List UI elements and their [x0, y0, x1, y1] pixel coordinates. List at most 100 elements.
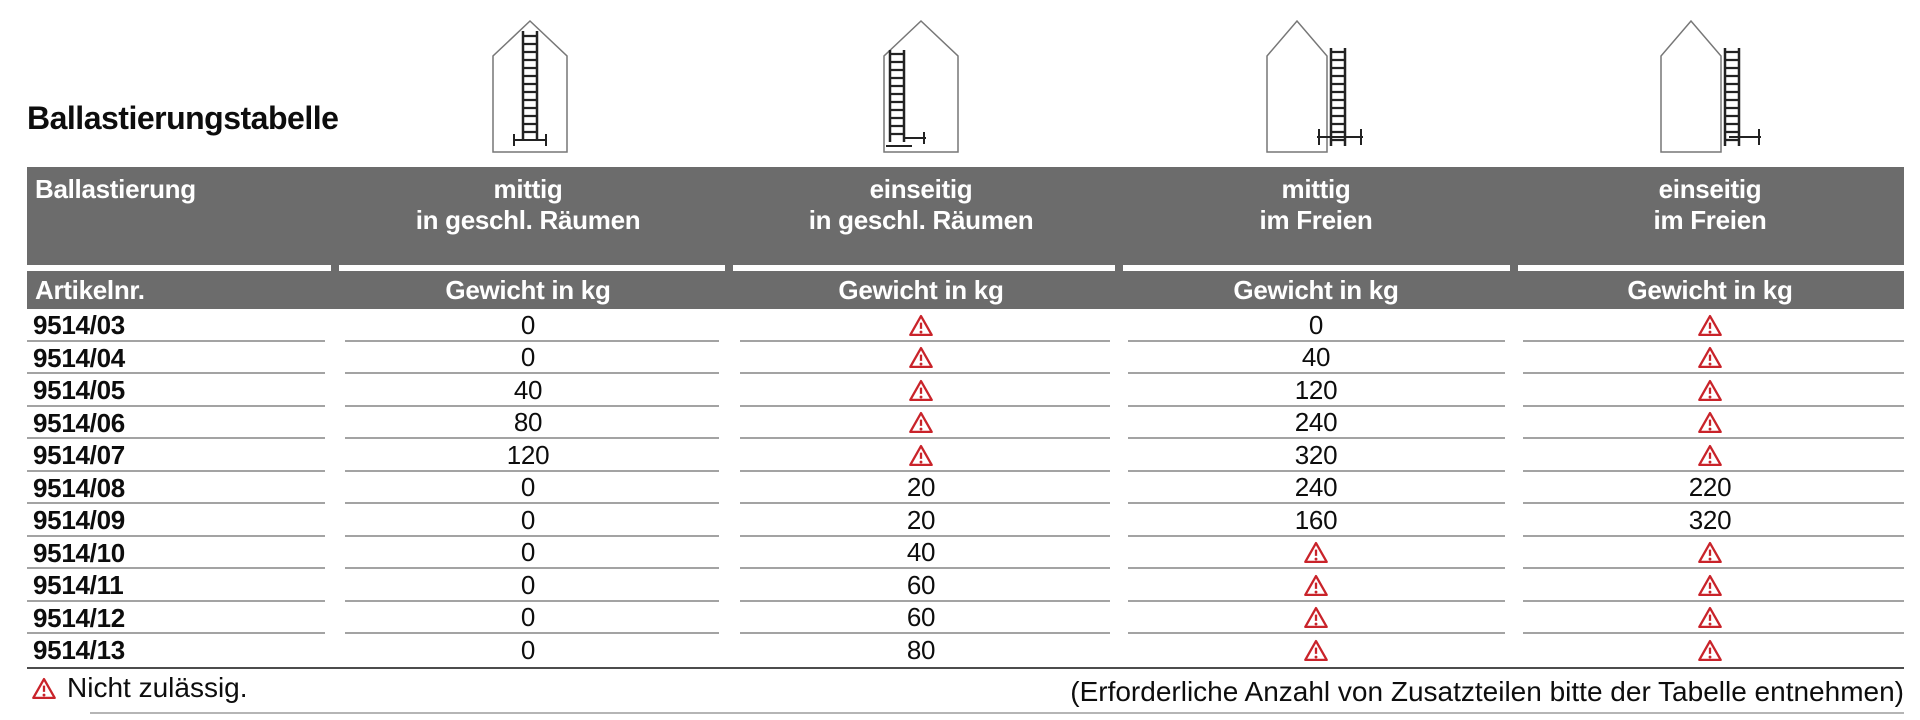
row-separator — [1523, 469, 1904, 472]
table-body: 9514/03 0 0 9514/04 0 40 9514/05 40 120 951… — [27, 309, 1904, 669]
row-separator — [740, 502, 1110, 504]
row-separator — [1128, 534, 1505, 537]
weight-value-cell: 220 — [1688, 472, 1732, 503]
weight-value-cell: 0 — [520, 309, 536, 340]
warning-icon — [909, 412, 933, 434]
row-separator — [1523, 339, 1904, 342]
weight-value-cell — [1520, 374, 1900, 407]
weight-value-cell: 0 — [520, 569, 536, 600]
warning-icon — [32, 677, 56, 699]
row-separator — [27, 469, 325, 472]
row-separator — [1523, 599, 1904, 602]
warning-icon — [1698, 639, 1722, 661]
row-separator — [1523, 502, 1904, 504]
column-header-einseitig-freien: einseitig im Freien — [1490, 174, 1920, 236]
row-separator — [27, 372, 325, 374]
house-ladder-centered-indoor-icon — [492, 19, 568, 153]
column-header-line1: einseitig — [869, 174, 973, 204]
weight-value-cell: 120 — [506, 439, 550, 470]
row-separator — [1523, 404, 1904, 407]
weight-value-cell — [1126, 634, 1506, 667]
column-header-line2: in geschl. Räumen — [808, 205, 1034, 235]
table-row: 9514/08 0 20 240 220 — [27, 472, 1904, 504]
article-number: 9514/05 — [33, 375, 125, 405]
warning-icon — [1304, 542, 1328, 564]
legend-text: Nicht zulässig. — [67, 672, 248, 703]
row-separator — [345, 437, 719, 439]
row-separator — [1523, 632, 1904, 634]
row-separator — [27, 437, 325, 439]
table-row: 9514/09 0 20 160 320 — [27, 504, 1904, 537]
row-separator — [27, 567, 325, 569]
table-row: 9514/03 0 0 — [27, 309, 1904, 342]
weight-value-cell — [1520, 407, 1900, 440]
weight-header: Gewicht in kg — [445, 275, 611, 305]
weight-value-cell — [1126, 537, 1506, 570]
article-number: 9514/06 — [33, 407, 125, 438]
row-separator — [1128, 599, 1505, 602]
weight-value-cell: 240 — [1294, 472, 1338, 503]
weight-value-cell: 0 — [520, 537, 536, 568]
article-number: 9514/10 — [33, 537, 125, 568]
table-subheader-band: Artikelnr. Gewicht in kg Gewicht in kg G… — [27, 271, 1904, 309]
weight-value-cell: 240 — [1294, 407, 1338, 438]
weight-value-cell — [1520, 439, 1900, 472]
row-separator — [1523, 437, 1904, 439]
row-separator — [345, 534, 719, 537]
header-gap-bridge — [1510, 265, 1518, 272]
row-separator — [345, 404, 719, 407]
article-number: 9514/03 — [33, 310, 125, 340]
weight-value-cell: 0 — [520, 602, 536, 633]
weight-value-cell: 60 — [906, 569, 936, 600]
house-ladder-outdoor-side-icon — [1660, 19, 1761, 153]
weight-value-cell — [1520, 537, 1900, 570]
column-header-line2: im Freien — [1259, 205, 1373, 235]
table-row: 9514/12 0 60 — [27, 602, 1904, 635]
table-row: 9514/13 0 80 — [27, 634, 1904, 667]
warning-icon — [909, 444, 933, 466]
warning-icon — [1698, 444, 1722, 466]
table-row: 9514/11 0 60 — [27, 569, 1904, 602]
warning-icon — [1698, 314, 1722, 336]
weight-value-cell — [1126, 602, 1506, 635]
warning-icon — [909, 314, 933, 336]
row-separator — [740, 437, 1110, 439]
weight-header: Gewicht in kg — [1233, 275, 1399, 305]
weight-value-cell: 40 — [906, 537, 936, 568]
column-header-line1: einseitig — [1658, 174, 1762, 204]
weight-value-cell — [1520, 602, 1900, 635]
weight-value-cell: 20 — [906, 504, 936, 535]
weight-value-cell: 160 — [1294, 504, 1338, 535]
row-separator — [740, 567, 1110, 569]
warning-icon — [1698, 347, 1722, 369]
weight-value-cell — [1520, 309, 1900, 342]
row-separator — [27, 339, 325, 342]
weight-value-cell: 0 — [520, 504, 536, 535]
warning-icon — [1304, 607, 1328, 629]
weight-header: Gewicht in kg — [838, 275, 1004, 305]
row-separator — [1128, 502, 1505, 504]
weight-value-cell: 80 — [906, 634, 936, 665]
weight-value-cell: 40 — [1301, 342, 1331, 373]
table-row: 9514/06 80 240 — [27, 407, 1904, 440]
weight-value-cell: 80 — [513, 407, 543, 438]
row-separator — [345, 372, 719, 374]
weight-value-cell — [731, 309, 1111, 342]
row-separator — [1128, 567, 1505, 569]
article-number: 9514/04 — [33, 342, 125, 373]
row-separator — [27, 502, 325, 504]
warning-icon — [909, 379, 933, 401]
weight-value-cell — [731, 439, 1111, 472]
weight-value-cell: 0 — [1308, 309, 1324, 340]
weight-value-cell — [731, 374, 1111, 407]
weight-value-cell: 60 — [906, 602, 936, 633]
row-separator — [740, 534, 1110, 537]
header-gap-bridge — [331, 265, 339, 272]
row-separator — [345, 567, 719, 569]
weight-value-cell — [1520, 569, 1900, 602]
weight-value-cell: 0 — [520, 342, 536, 373]
row-separator — [345, 599, 719, 602]
column-header-mittig-geschlossen: mittig in geschl. Räumen — [308, 174, 748, 236]
column-header-line2: in geschl. Räumen — [415, 205, 641, 235]
